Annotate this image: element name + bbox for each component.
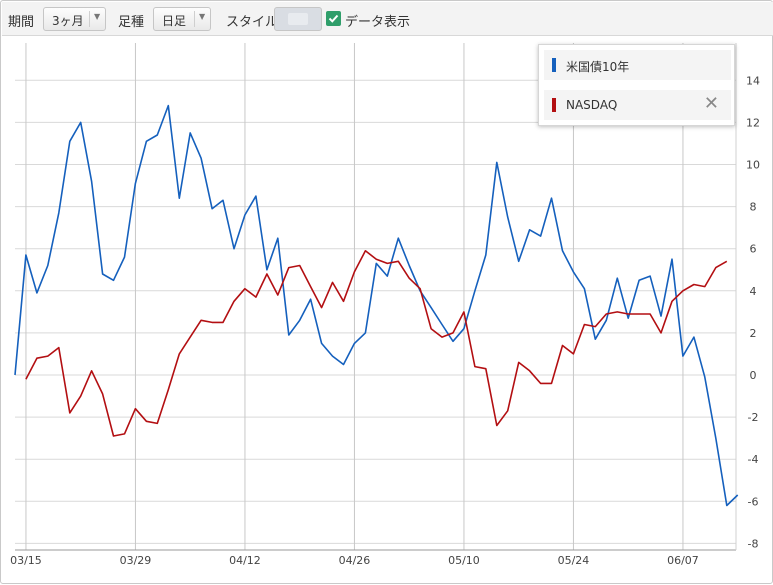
y-axis: 14 12 10 8 6 4 2 0 -2 -4 -6 -8 [746, 74, 760, 550]
x-tick-label: 03/29 [120, 554, 152, 567]
chevron-down-icon: ▼ [94, 12, 101, 21]
style-swatch-icon [288, 13, 308, 25]
y-tick-label: 10 [746, 159, 760, 172]
y-tick-label: -8 [748, 537, 759, 550]
series-line [14, 104, 739, 507]
dropdown-separator [89, 11, 90, 27]
chevron-down-icon: ▼ [199, 12, 206, 21]
style-button[interactable] [274, 7, 322, 31]
checkmark-icon [328, 14, 339, 23]
bar-type-label: 足種 [118, 15, 145, 30]
legend: 米国債10年 NASDAQ ✕ [538, 44, 735, 126]
legend-label: 米国債10年 [566, 60, 630, 74]
y-tick-label: 8 [750, 201, 757, 214]
y-tick-label: -4 [748, 453, 759, 466]
legend-item[interactable]: NASDAQ ✕ [544, 90, 731, 120]
y-tick-label: 6 [750, 243, 757, 256]
y-tick-label: -6 [748, 495, 759, 508]
series-line [25, 250, 728, 437]
close-icon[interactable]: ✕ [703, 93, 719, 114]
x-tick-label: 04/26 [339, 554, 371, 567]
period-label: 期間 [8, 15, 35, 30]
y-tick-label: -2 [748, 411, 759, 424]
x-tick-label: 05/10 [448, 554, 480, 567]
y-tick-label: 4 [750, 285, 757, 298]
bar-type-dropdown[interactable]: 日足 ▼ [153, 7, 211, 31]
show-data-label: データ表示 [345, 15, 411, 30]
style-label: スタイル [226, 15, 279, 30]
y-tick-label: 2 [750, 327, 757, 340]
x-tick-label: 06/07 [667, 554, 699, 567]
dropdown-separator [194, 11, 195, 27]
x-tick-label: 03/15 [10, 554, 42, 567]
x-tick-label: 04/12 [229, 554, 261, 567]
bar-type-value: 日足 [162, 14, 187, 28]
period-value: 3ヶ月 [52, 14, 84, 28]
legend-item[interactable]: 米国債10年 [544, 50, 731, 80]
series-lines [14, 104, 739, 507]
toolbar: 期間 3ヶ月 ▼ 足種 日足 ▼ スタイル データ表示 [2, 2, 773, 36]
y-tick-label: 14 [746, 74, 760, 87]
show-data-checkbox[interactable] [326, 11, 341, 26]
x-axis: 03/15 03/29 04/12 04/26 05/10 05/24 06/07 [10, 554, 699, 567]
legend-swatch [552, 58, 556, 72]
y-tick-label: 12 [746, 116, 760, 129]
legend-swatch [552, 98, 556, 112]
legend-label: NASDAQ [566, 98, 618, 112]
period-dropdown[interactable]: 3ヶ月 ▼ [43, 7, 106, 31]
grid [15, 43, 737, 551]
x-tick-label: 05/24 [558, 554, 590, 567]
y-tick-label: 0 [750, 369, 757, 382]
